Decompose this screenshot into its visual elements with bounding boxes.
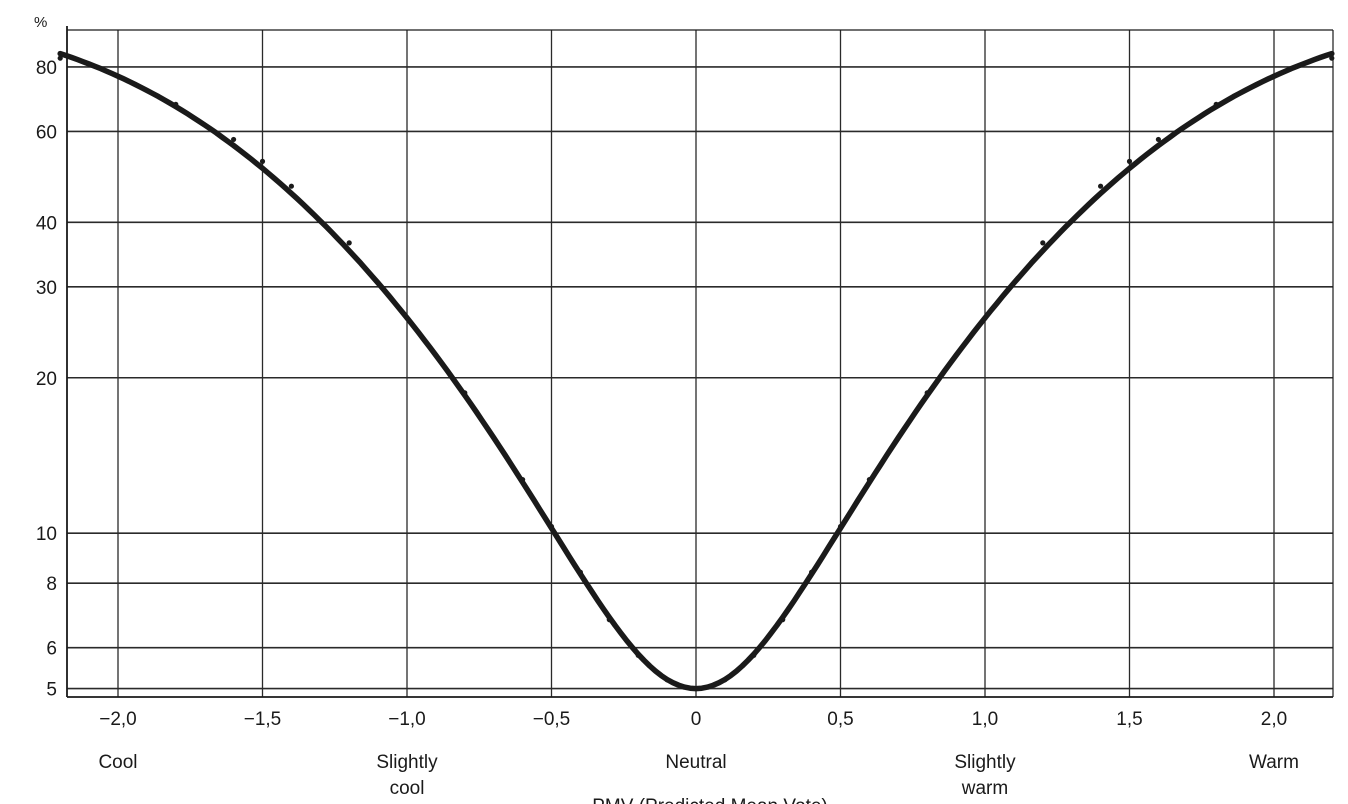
y-tick-label: 6 xyxy=(46,639,57,660)
x-tick-label: −1,5 xyxy=(244,709,282,730)
x-tick-labels: −2,0 −1,5 −1,0 −0,5 0 0,5 1,0 1,5 2,0 xyxy=(99,709,1287,730)
sensation-label: Slightly xyxy=(376,752,438,773)
ppd-data-point xyxy=(288,183,294,189)
ppd-data-point xyxy=(866,476,873,483)
ppd-data-point xyxy=(837,523,844,530)
ppd-data-point xyxy=(346,240,352,246)
x-tick-label: 2,0 xyxy=(1261,709,1287,730)
sensation-label: Cool xyxy=(98,752,137,773)
x-tick-label: −2,0 xyxy=(99,709,137,730)
ppd-data-point xyxy=(780,617,786,623)
ppd-data-point xyxy=(1098,183,1104,189)
ppd-data-point xyxy=(57,55,63,61)
ppd-data-point xyxy=(693,685,699,692)
y-tick-label: 40 xyxy=(36,213,57,234)
y-tick-label: 10 xyxy=(36,524,57,545)
sensation-label: cool xyxy=(390,778,425,799)
ppd-data-point xyxy=(1155,136,1161,143)
y-tick-label: 80 xyxy=(36,58,57,79)
ppd-data-point xyxy=(462,390,468,396)
x-tick-label: 0 xyxy=(691,709,702,730)
ppd-data-point xyxy=(548,523,555,530)
y-tick-label: 20 xyxy=(36,369,57,390)
x-tick-label: −0,5 xyxy=(533,709,571,730)
sensation-label: Slightly xyxy=(954,752,1016,773)
ppd-data-point xyxy=(664,677,670,683)
ppd-data-point xyxy=(1213,101,1219,107)
x-tick-label: 1,0 xyxy=(972,709,998,730)
y-tick-labels: 5 6 8 10 20 30 40 60 80 xyxy=(36,58,57,701)
ppd-data-point xyxy=(115,73,121,79)
ppd-data-point xyxy=(809,569,815,575)
sensation-label: Warm xyxy=(1249,752,1299,773)
x-axis-label: PMV (Predicted Mean Vote) xyxy=(592,796,828,804)
y-tick-label: 5 xyxy=(46,680,57,701)
ppd-data-point xyxy=(635,652,641,658)
y-tick-label: 8 xyxy=(46,574,57,595)
plot-frame xyxy=(66,26,1334,698)
ppd-data-point xyxy=(751,652,757,658)
x-tick-label: 1,5 xyxy=(1116,709,1142,730)
ppd-data-point xyxy=(1329,55,1335,61)
sensation-label: Neutral xyxy=(665,752,726,773)
ppd-data-point xyxy=(722,677,728,683)
ppd-data-point xyxy=(520,476,526,483)
x-tick-label: 0,5 xyxy=(827,709,853,730)
ppd-data-point xyxy=(982,315,988,321)
ppd-data-point xyxy=(606,617,612,623)
ppd-data-point xyxy=(231,136,237,143)
ppd-data-point xyxy=(404,315,410,321)
ppd-data-point xyxy=(577,569,584,575)
ppd-data-point xyxy=(259,158,266,164)
ppd-data-point xyxy=(1271,73,1277,79)
ppd-data-point xyxy=(1040,240,1046,246)
y-unit-label: % xyxy=(34,14,47,31)
sensation-labels: Cool Slightly cool Neutral Slightly warm Warm xyxy=(98,752,1299,799)
ppd-data-point xyxy=(1126,158,1133,164)
x-tick-label: −1,0 xyxy=(388,709,426,730)
ppd-data-point xyxy=(924,390,930,396)
sensation-label: warm xyxy=(961,778,1008,799)
y-tick-label: 30 xyxy=(36,278,57,299)
ppd-data-point xyxy=(173,101,179,107)
y-tick-label: 60 xyxy=(36,122,57,143)
grid-lines xyxy=(67,30,1333,697)
ppd-curve-series xyxy=(57,50,1335,692)
